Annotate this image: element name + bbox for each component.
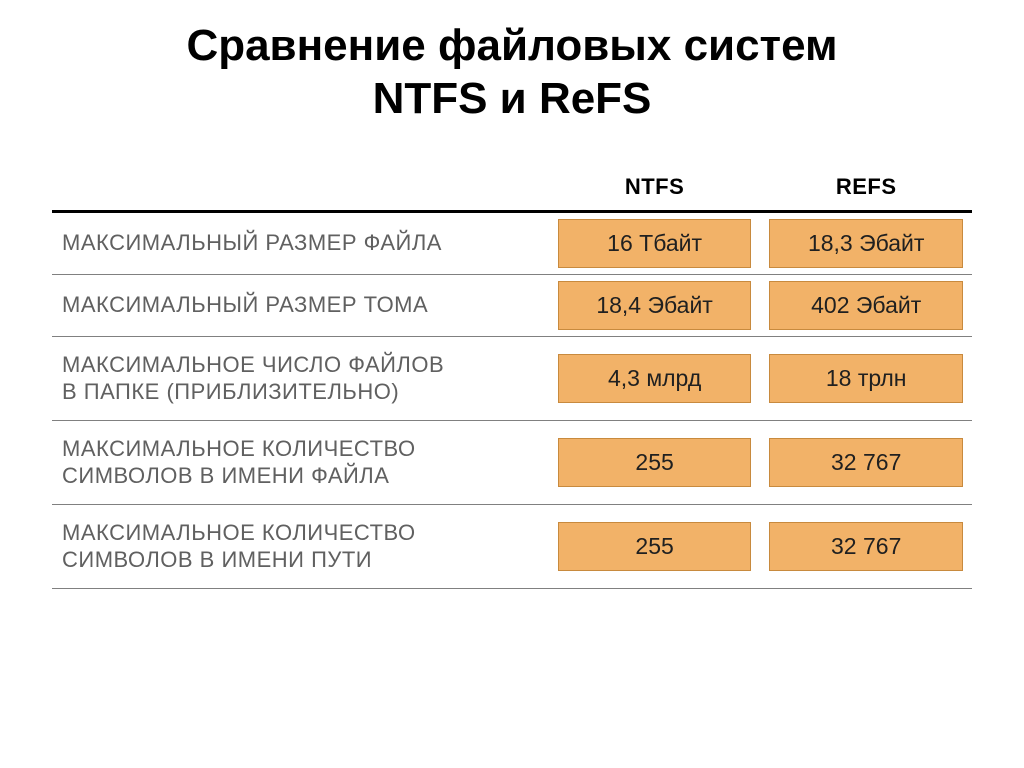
value-ntfs: 16 Тбайт [558,219,751,268]
table-row: МАКСИМАЛЬНЫЙ РАЗМЕР ФАЙЛА 16 Тбайт 18,3 … [52,211,972,274]
table-body: МАКСИМАЛЬНЫЙ РАЗМЕР ФАЙЛА 16 Тбайт 18,3 … [52,211,972,588]
value-refs: 402 Эбайт [769,281,962,330]
table-row: МАКСИМАЛЬНОЕ КОЛИЧЕСТВОСИМВОЛОВ В ИМЕНИ … [52,504,972,588]
header-ntfs: NTFS [549,166,761,212]
cell-refs: 32 767 [760,420,972,504]
title-line-2: NTFS и ReFS [373,74,652,123]
value-refs: 18 трлн [769,354,962,403]
value-refs: 32 767 [769,438,962,487]
table-row: МАКСИМАЛЬНОЕ КОЛИЧЕСТВОСИМВОЛОВ В ИМЕНИ … [52,420,972,504]
row-label: МАКСИМАЛЬНЫЙ РАЗМЕР ТОМА [52,274,549,336]
slide: Сравнение файловых систем NTFS и ReFS NT… [0,0,1024,768]
cell-ntfs: 4,3 млрд [549,336,761,420]
value-refs: 18,3 Эбайт [769,219,962,268]
value-ntfs: 255 [558,522,751,571]
value-ntfs: 18,4 Эбайт [558,281,751,330]
cell-refs: 32 767 [760,504,972,588]
row-label: МАКСИМАЛЬНЫЙ РАЗМЕР ФАЙЛА [52,211,549,274]
title-line-1: Сравнение файловых систем [186,21,837,70]
row-label: МАКСИМАЛЬНОЕ ЧИСЛО ФАЙЛОВВ ПАПКЕ (ПРИБЛИ… [52,336,549,420]
comparison-table: NTFS REFS МАКСИМАЛЬНЫЙ РАЗМЕР ФАЙЛА 16 Т… [52,166,972,589]
table-row: МАКСИМАЛЬНЫЙ РАЗМЕР ТОМА 18,4 Эбайт 402 … [52,274,972,336]
cell-refs: 402 Эбайт [760,274,972,336]
cell-ntfs: 18,4 Эбайт [549,274,761,336]
value-ntfs: 255 [558,438,751,487]
page-title: Сравнение файловых систем NTFS и ReFS [62,20,962,126]
header-empty [52,166,549,212]
comparison-table-wrap: NTFS REFS МАКСИМАЛЬНЫЙ РАЗМЕР ФАЙЛА 16 Т… [52,166,972,589]
row-label: МАКСИМАЛЬНОЕ КОЛИЧЕСТВОСИМВОЛОВ В ИМЕНИ … [52,420,549,504]
header-refs: REFS [760,166,972,212]
value-ntfs: 4,3 млрд [558,354,751,403]
cell-ntfs: 255 [549,420,761,504]
cell-ntfs: 255 [549,504,761,588]
cell-refs: 18 трлн [760,336,972,420]
value-refs: 32 767 [769,522,962,571]
row-label: МАКСИМАЛЬНОЕ КОЛИЧЕСТВОСИМВОЛОВ В ИМЕНИ … [52,504,549,588]
table-header-row: NTFS REFS [52,166,972,212]
table-row: МАКСИМАЛЬНОЕ ЧИСЛО ФАЙЛОВВ ПАПКЕ (ПРИБЛИ… [52,336,972,420]
cell-ntfs: 16 Тбайт [549,211,761,274]
cell-refs: 18,3 Эбайт [760,211,972,274]
